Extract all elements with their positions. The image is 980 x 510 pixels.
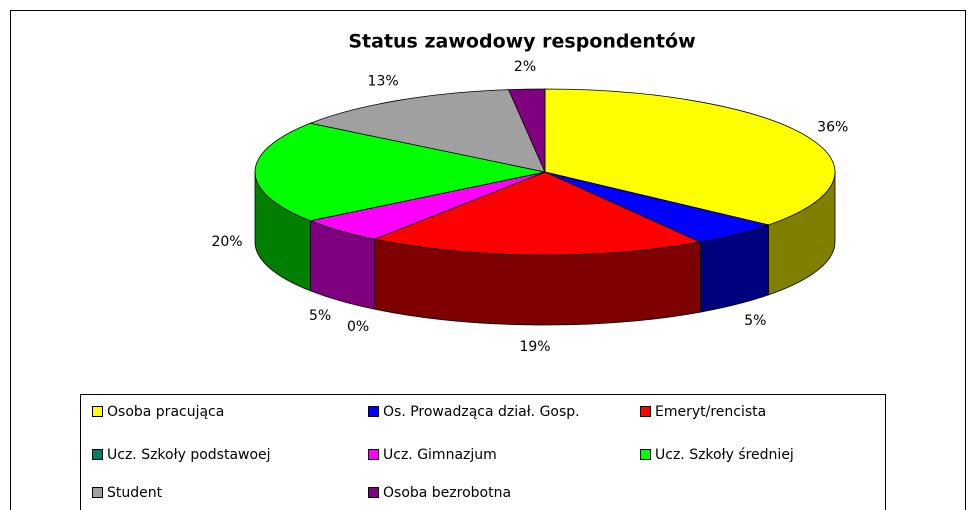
legend-swatch bbox=[92, 406, 103, 417]
legend-swatch bbox=[368, 487, 379, 498]
data-label: 2% bbox=[514, 59, 536, 75]
legend-label: Emeryt/rencista bbox=[655, 404, 766, 420]
data-label: 36% bbox=[817, 119, 848, 135]
legend-label: Osoba bezrobotna bbox=[383, 485, 511, 501]
slice bbox=[544, 88, 836, 226]
legend-swatch bbox=[640, 406, 651, 417]
data-label: 19% bbox=[519, 339, 550, 355]
legend-box bbox=[80, 394, 886, 510]
data-label: 0% bbox=[347, 319, 369, 335]
legend-swatch bbox=[368, 449, 379, 460]
chart-title: Status zawodowy respondentów bbox=[348, 31, 695, 53]
legend-label: Ucz. Szkoły średniej bbox=[655, 447, 794, 463]
legend-label: Osoba pracująca bbox=[107, 404, 224, 420]
legend-swatch bbox=[368, 406, 379, 417]
slice bbox=[254, 122, 546, 222]
legend-label: Ucz. Szkoły podstawoej bbox=[107, 447, 271, 463]
data-label: 5% bbox=[309, 308, 331, 324]
legend-label: Student bbox=[107, 485, 163, 501]
slice bbox=[373, 171, 702, 256]
slice bbox=[308, 89, 546, 173]
legend-label: Os. Prowadząca dział. Gosp. bbox=[383, 404, 580, 420]
legend-label: Ucz. Gimnazjum bbox=[383, 447, 497, 463]
legend-swatch bbox=[92, 487, 103, 498]
slice bbox=[508, 88, 546, 173]
data-label: 20% bbox=[211, 234, 242, 250]
data-label: 5% bbox=[744, 313, 766, 329]
legend-swatch bbox=[92, 449, 103, 460]
data-label: 13% bbox=[368, 74, 399, 90]
legend-swatch bbox=[640, 449, 651, 460]
